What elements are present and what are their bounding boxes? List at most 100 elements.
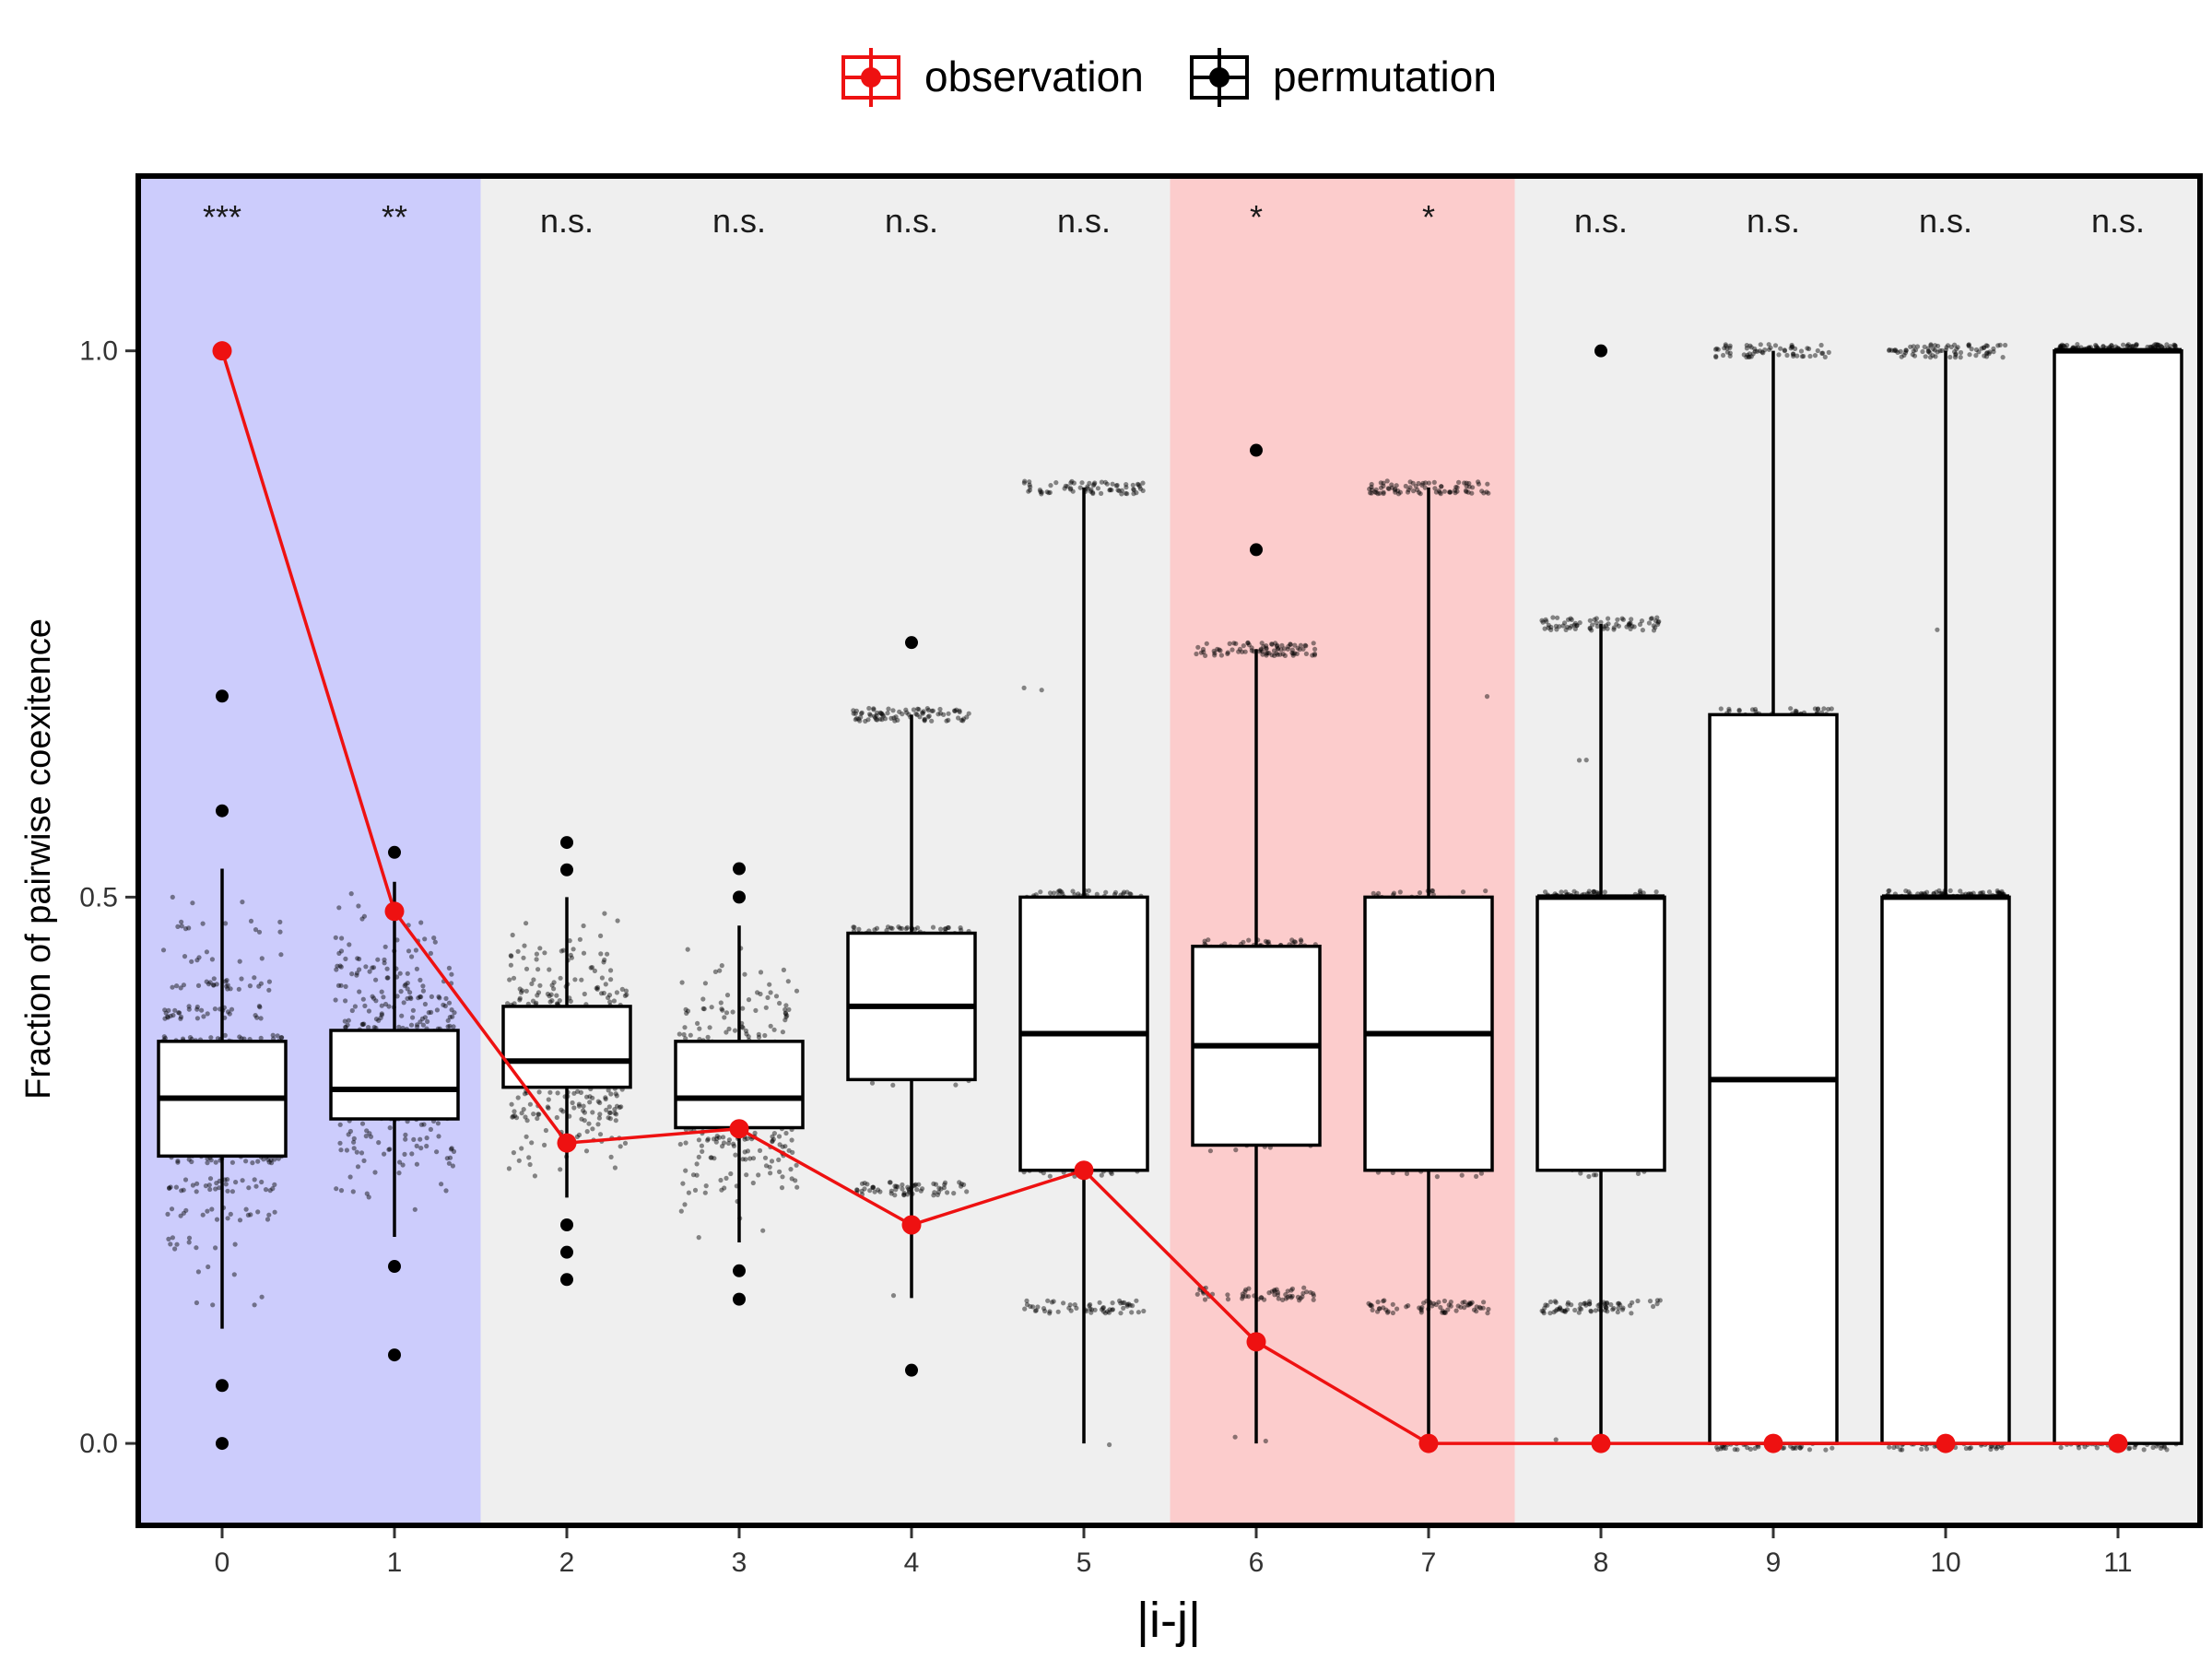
jitter-point	[937, 711, 944, 716]
jitter-point	[1539, 1308, 1545, 1313]
jitter-point	[1024, 1301, 1030, 1308]
jitter-point	[872, 713, 877, 719]
jitter-point	[444, 1156, 450, 1161]
jitter-point	[930, 924, 936, 930]
jitter-point	[1619, 616, 1625, 621]
jitter-point	[875, 717, 880, 723]
jitter-point	[1215, 646, 1220, 653]
jitter-point	[1572, 626, 1578, 632]
jitter-point	[1368, 1302, 1373, 1308]
jitter-point	[1741, 352, 1747, 358]
jitter-point	[1420, 480, 1426, 487]
jitter-point	[916, 707, 922, 712]
jitter-point	[519, 990, 524, 995]
jitter-point	[743, 1028, 749, 1034]
jitter-point	[253, 927, 259, 933]
jitter-point	[862, 1186, 867, 1192]
jitter-point	[790, 1149, 795, 1155]
jitter-point	[905, 1192, 911, 1197]
observation-point	[729, 1119, 749, 1139]
jitter-point	[719, 963, 724, 969]
jitter-point	[1285, 1294, 1290, 1300]
jitter-point	[874, 717, 879, 723]
jitter-point	[901, 1192, 907, 1197]
jitter-point	[678, 1208, 684, 1214]
jitter-point	[170, 984, 175, 990]
jitter-point	[1589, 628, 1594, 633]
jitter-point	[1616, 623, 1621, 629]
jitter-point	[1042, 1308, 1048, 1314]
jitter-point	[178, 1014, 184, 1019]
jitter-point	[2171, 342, 2177, 347]
jitter-point	[248, 918, 254, 924]
jitter-point	[1264, 651, 1269, 656]
jitter-point	[403, 982, 408, 987]
jitter-point	[1984, 343, 1990, 348]
jitter-point	[699, 1143, 705, 1148]
jitter-point	[2159, 344, 2164, 349]
jitter-point	[1568, 616, 1573, 621]
box-8	[1535, 344, 1666, 1444]
jitter-point	[742, 1149, 747, 1155]
jitter-point	[906, 712, 912, 717]
jitter-point	[1553, 1437, 1559, 1442]
jitter-point	[1434, 1174, 1440, 1180]
jitter-point	[1218, 648, 1223, 653]
jitter-point	[1242, 1288, 1248, 1295]
jitter-point	[2141, 1447, 2147, 1453]
jitter-point	[782, 1010, 788, 1016]
jitter-point	[1611, 1305, 1617, 1312]
jitter-point	[259, 1294, 265, 1300]
jitter-point	[722, 1015, 727, 1020]
jitter-point	[425, 1018, 430, 1024]
jitter-point	[1591, 889, 1596, 895]
jitter-point	[1591, 888, 1596, 894]
jitter-point	[899, 925, 905, 932]
jitter-point	[2152, 342, 2158, 347]
jitter-point	[685, 1008, 691, 1014]
jitter-point	[1583, 1302, 1589, 1308]
jitter-point	[1997, 342, 2003, 347]
jitter-point	[683, 1036, 688, 1041]
jitter-point	[1397, 489, 1403, 495]
jitter-point	[243, 1159, 249, 1164]
jitter-point	[396, 1024, 402, 1030]
jitter-point	[1572, 620, 1578, 627]
jitter-point	[935, 712, 941, 717]
jitter-point	[1578, 1306, 1584, 1312]
jitter-point	[763, 1163, 770, 1169]
box-outlier	[388, 845, 401, 859]
jitter-point	[1140, 480, 1146, 486]
jitter-point	[1392, 488, 1398, 493]
jitter-point	[2129, 344, 2135, 349]
jitter-point	[1045, 1298, 1051, 1303]
jitter-point	[414, 1143, 419, 1148]
jitter-point	[1576, 758, 1583, 763]
jitter-point	[545, 1104, 550, 1110]
jitter-point	[1460, 1300, 1465, 1305]
jitter-point	[1610, 1307, 1616, 1312]
jitter-point	[1124, 491, 1130, 497]
jitter-point	[1555, 1307, 1560, 1312]
jitter-point	[1932, 343, 1938, 348]
jitter-point	[683, 1006, 688, 1012]
jitter-point	[1799, 1443, 1805, 1450]
jitter-point	[258, 1035, 264, 1041]
jitter-point	[1243, 1293, 1249, 1299]
jitter-point	[1397, 889, 1403, 895]
jitter-point	[763, 1005, 769, 1010]
jitter-point	[1385, 1309, 1391, 1314]
jitter-point	[1129, 1310, 1135, 1315]
jitter-point	[1376, 890, 1382, 897]
jitter-point	[1245, 641, 1251, 646]
jitter-point	[1620, 617, 1626, 622]
jitter-point	[376, 1140, 382, 1146]
jitter-point	[752, 1130, 758, 1135]
jitter-point	[405, 981, 410, 986]
jitter-point	[233, 1180, 239, 1185]
jitter-point	[1211, 648, 1217, 654]
jitter-point	[1369, 490, 1374, 496]
jitter-point	[1295, 645, 1300, 651]
jitter-point	[1090, 490, 1096, 497]
observation-point	[1936, 1433, 1956, 1453]
